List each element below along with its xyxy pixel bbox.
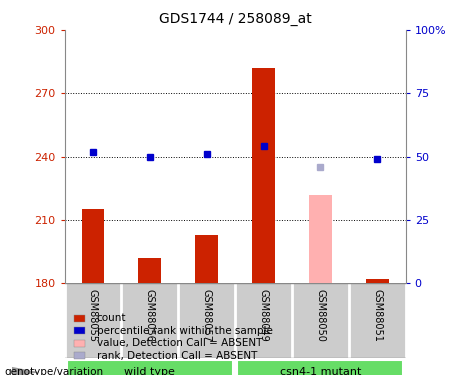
Bar bbox=[138, 258, 161, 283]
Text: GSM88049: GSM88049 bbox=[259, 289, 269, 342]
Bar bbox=[237, 360, 403, 375]
Text: csn4-1 mutant: csn4-1 mutant bbox=[280, 367, 361, 375]
Bar bbox=[67, 360, 233, 375]
Text: rank, Detection Call = ABSENT: rank, Detection Call = ABSENT bbox=[97, 351, 257, 360]
Text: percentile rank within the sample: percentile rank within the sample bbox=[97, 326, 273, 336]
Bar bbox=[252, 68, 275, 283]
Text: value, Detection Call = ABSENT: value, Detection Call = ABSENT bbox=[97, 338, 262, 348]
Text: wild type: wild type bbox=[124, 367, 175, 375]
Text: GSM88050: GSM88050 bbox=[315, 289, 325, 342]
Bar bbox=[366, 279, 389, 283]
Text: GSM88055: GSM88055 bbox=[88, 289, 98, 342]
Text: count: count bbox=[97, 314, 126, 323]
Bar bbox=[309, 195, 332, 283]
Text: GSM88056: GSM88056 bbox=[145, 289, 155, 342]
Text: GSM88057: GSM88057 bbox=[201, 289, 212, 342]
Text: GSM88051: GSM88051 bbox=[372, 289, 382, 342]
Bar bbox=[195, 235, 218, 283]
Text: genotype/variation: genotype/variation bbox=[5, 367, 104, 375]
Title: GDS1744 / 258089_at: GDS1744 / 258089_at bbox=[159, 12, 312, 26]
Bar bbox=[82, 209, 104, 283]
Polygon shape bbox=[12, 367, 39, 375]
